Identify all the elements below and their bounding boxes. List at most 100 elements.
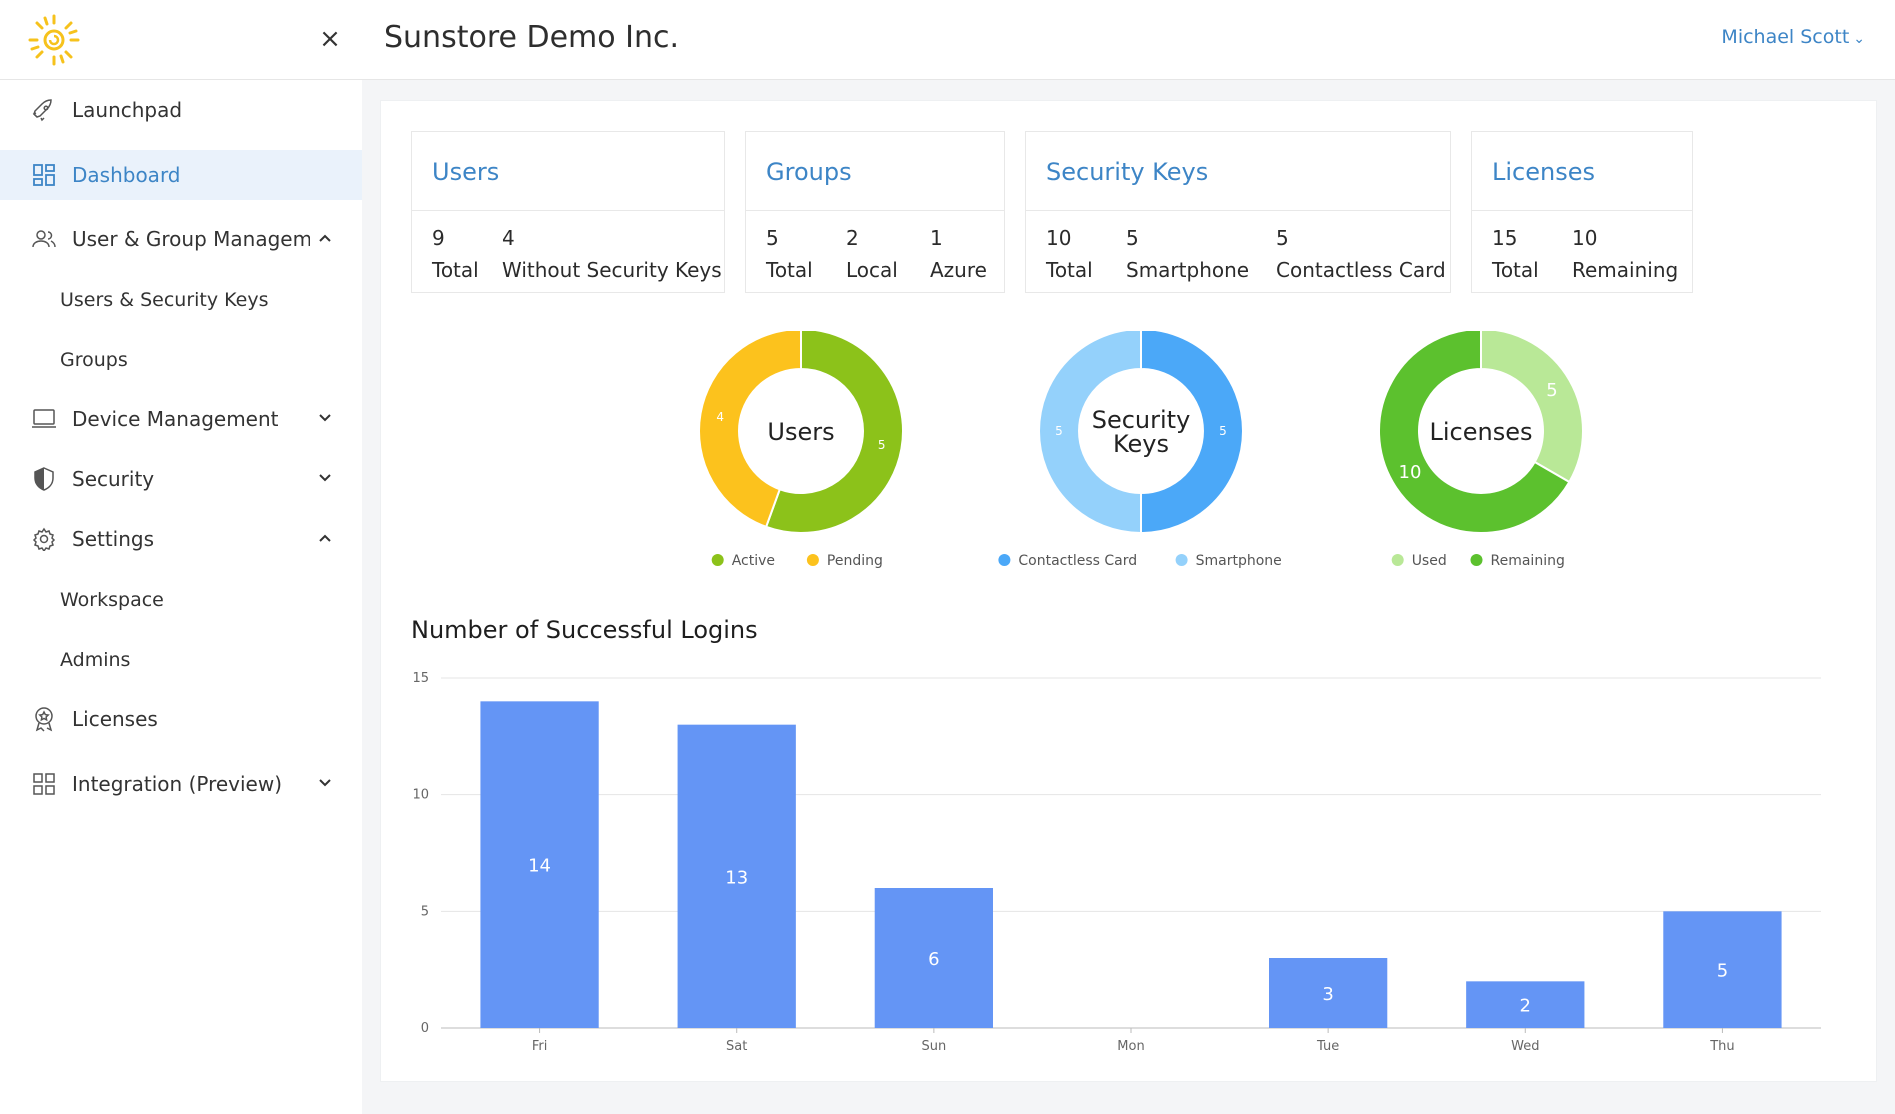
sidebar: Launchpad Dashboard User & Group Managem… <box>0 80 362 1114</box>
sidebar-item-label: Dashboard <box>72 163 181 187</box>
legend-item-smartphone[interactable]: Smartphone <box>1175 553 1282 569</box>
bar-sun[interactable] <box>874 888 993 1028</box>
x-tick-label: Tue <box>1316 1039 1339 1054</box>
gear-icon <box>30 525 58 553</box>
y-tick-label: 10 <box>412 788 429 803</box>
chevron-down-icon[interactable] <box>310 411 340 427</box>
users-icon <box>30 225 58 253</box>
laptop-icon <box>30 405 58 433</box>
donut-center-label: Users <box>767 418 834 446</box>
donut-slice-value: 5 <box>1219 424 1227 438</box>
rocket-icon <box>30 96 58 124</box>
legend-dot <box>998 554 1011 566</box>
bar-value-label: 14 <box>528 856 551 877</box>
chevron-down-icon[interactable] <box>310 471 340 487</box>
stat-smartphone: 5 Smartphone <box>1126 226 1250 282</box>
donut-slice-value: 10 <box>1399 462 1422 483</box>
donut-slice-value: 5 <box>1055 424 1063 438</box>
stat-remaining: 10 Remaining <box>1572 226 1679 282</box>
donut-slice-remaining[interactable] <box>1378 331 1571 534</box>
chevron-up-icon[interactable] <box>310 531 340 547</box>
legend-label: Smartphone <box>1196 553 1282 569</box>
sidebar-item-settings[interactable]: Settings <box>0 515 362 563</box>
legend-item-pending[interactable]: Pending <box>806 553 883 569</box>
bar-fri[interactable] <box>480 701 599 1028</box>
legend-item-contactless-card[interactable]: Contactless Card <box>998 553 1137 569</box>
page-title: Sunstore Demo Inc. <box>384 20 680 55</box>
sidebar-item-device-management[interactable]: Device Management <box>0 395 362 443</box>
chevron-down-icon[interactable] <box>310 776 340 792</box>
stat-without-security-keys: 4 Without Security Keys <box>502 226 722 282</box>
shield-icon <box>30 465 58 493</box>
top-header: × Sunstore Demo Inc. Michael Scott ⌄ <box>0 0 1895 80</box>
bar-thu[interactable] <box>1663 911 1782 1028</box>
user-name: Michael Scott <box>1721 26 1850 48</box>
donut-slice-value: 5 <box>1546 380 1557 401</box>
bar-value-label: 3 <box>1322 984 1333 1005</box>
sidebar-item-dashboard[interactable]: Dashboard <box>0 150 362 200</box>
donut-center-label: Licenses <box>1430 418 1533 446</box>
donut-slice-contactless-card[interactable] <box>1140 331 1244 535</box>
y-tick-label: 5 <box>421 904 429 919</box>
sidebar-item-label: Launchpad <box>72 98 183 122</box>
donut-slice-pending[interactable] <box>698 331 802 529</box>
sidebar-subitem-users-security-keys[interactable]: Users & Security Keys <box>60 289 269 311</box>
groups-card[interactable]: Groups 5 Total 2 Local 1 Azure <box>745 131 1005 293</box>
legend-item-active[interactable]: Active <box>711 553 775 569</box>
x-tick-label: Thu <box>1709 1039 1734 1054</box>
sidebar-subitem-workspace[interactable]: Workspace <box>60 589 164 611</box>
sun-logo-icon[interactable] <box>26 12 82 68</box>
chevron-down-icon: ⌄ <box>1853 31 1865 47</box>
x-tick-label: Wed <box>1511 1039 1539 1054</box>
sidebar-item-licenses[interactable]: Licenses <box>0 695 362 743</box>
legend-item-remaining[interactable]: Remaining <box>1470 553 1565 569</box>
x-tick-label: Mon <box>1117 1039 1144 1054</box>
legend-label: Used <box>1412 553 1447 569</box>
users-card[interactable]: Users 9 Total 4 Without Security Keys <box>411 131 725 293</box>
card-title: Security Keys <box>1046 158 1209 186</box>
divider <box>1026 210 1450 211</box>
sidebar-item-launchpad[interactable]: Launchpad <box>0 86 362 134</box>
stat-total: 10 Total <box>1046 226 1093 282</box>
divider <box>412 210 724 211</box>
stat-total: 15 Total <box>1492 226 1539 282</box>
sidebar-item-security[interactable]: Security <box>0 455 362 503</box>
bar-wed[interactable] <box>1466 981 1585 1028</box>
bar-sat[interactable] <box>677 724 796 1028</box>
legend-label: Active <box>732 553 775 569</box>
close-icon: × <box>319 24 341 54</box>
donut-slice-value: 5 <box>878 438 886 452</box>
legend-dot <box>1175 554 1188 566</box>
donut-slice-used[interactable] <box>1480 331 1584 484</box>
stat-azure: 1 Azure <box>930 226 987 282</box>
sidebar-item-label: User & Group Manageme... <box>72 227 310 251</box>
sidebar-item-label: Security <box>72 467 155 491</box>
donut-center-label: Security <box>1092 406 1191 434</box>
close-sidebar-button[interactable]: × <box>318 24 342 54</box>
donut-center-label: Keys <box>1113 430 1169 458</box>
chevron-up-icon[interactable] <box>310 231 340 247</box>
licenses-card[interactable]: Licenses 15 Total 10 Remaining <box>1471 131 1693 293</box>
stat-total: 5 Total <box>766 226 813 282</box>
sidebar-item-user-group-management[interactable]: User & Group Manageme... <box>0 215 362 263</box>
donut-slice-smartphone[interactable] <box>1038 331 1142 535</box>
card-title: Licenses <box>1492 158 1595 186</box>
bar-value-label: 6 <box>928 949 939 970</box>
sidebar-item-label: Settings <box>72 527 155 551</box>
stat-contactless-card: 5 Contactless Card <box>1276 226 1446 282</box>
logins-bar-chart: 0 5 10 15 14 Fri 13 Sat 6 Sun Mon 3 Tue 2 Wed 5 Thu <box>412 671 1821 1054</box>
card-title: Users <box>432 158 500 186</box>
legend-item-used[interactable]: Used <box>1391 553 1447 569</box>
sidebar-subitem-admins[interactable]: Admins <box>60 649 131 671</box>
user-menu[interactable]: Michael Scott ⌄ <box>1721 26 1865 48</box>
bar-tue[interactable] <box>1269 958 1388 1028</box>
licenses-donut-chart: 5 10 Licenses Used Remaining <box>1378 331 1584 569</box>
x-tick-label: Fri <box>532 1039 548 1054</box>
grid-icon <box>30 770 58 798</box>
legend-dot <box>806 554 819 566</box>
sidebar-subitem-groups[interactable]: Groups <box>60 349 128 371</box>
sidebar-item-integration[interactable]: Integration (Preview) <box>0 760 362 808</box>
donut-slice-active[interactable] <box>764 331 904 534</box>
security-keys-card[interactable]: Security Keys 10 Total 5 Smartphone 5 Conta… <box>1025 131 1451 293</box>
